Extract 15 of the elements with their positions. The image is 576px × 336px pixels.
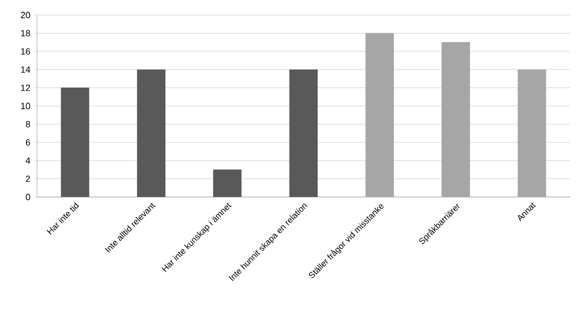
y-tick-label: 16: [21, 48, 30, 55]
x-tick-label: Har inte tid: [46, 202, 80, 235]
y-tick-label: 20: [20, 12, 30, 18]
y-tick-label: 12: [21, 84, 30, 91]
y-tick-label: 0: [26, 194, 30, 200]
bar: [137, 69, 166, 197]
y-tick-label: 4: [26, 157, 30, 164]
y-tick-label: 18: [21, 30, 30, 36]
y-tick-label: 8: [26, 121, 30, 128]
y-tick-label: 14: [21, 66, 30, 73]
y-tick-label: 6: [26, 139, 30, 146]
y-tick-label: 2: [26, 176, 30, 182]
bar: [60, 88, 90, 197]
y-tick-label: 10: [21, 102, 30, 110]
bar: [289, 69, 318, 197]
